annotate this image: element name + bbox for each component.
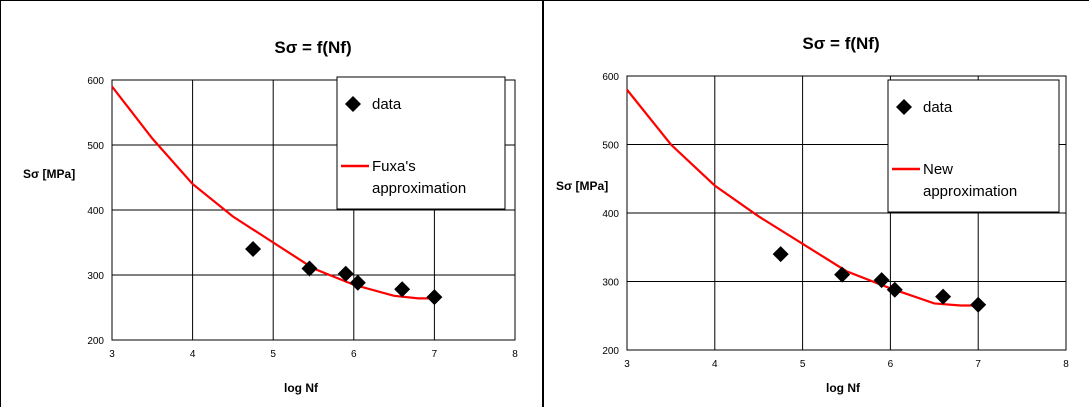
legend-box [887,79,1060,213]
y-tick-label: 200 [602,346,619,357]
chart-panel-new: Sσ = f(Nf) 3 4 5 6 7 8 200 300 400 500 600 Sσ [MPa] l… [542,0,1089,407]
y-axis-label: Sσ [MPa] [23,167,75,181]
data-point [426,289,443,306]
x-tick-label: 4 [712,359,718,370]
x-tick-label: 6 [888,359,894,370]
legend-label-line-1: New [923,161,953,178]
x-tick-label: 4 [190,349,196,360]
legend-label-line-1: Fuxa's [372,158,416,175]
data-point [394,281,411,298]
legend-label-data: data [923,99,953,116]
data-point [349,274,366,291]
y-tick-label: 500 [87,141,104,152]
data-point [834,266,851,283]
legend-marker-data [345,96,361,112]
x-axis-label: log Nf [826,381,861,395]
chart-new: Sσ = f(Nf) 3 4 5 6 7 8 200 300 400 500 600 Sσ [MPa] l… [556,34,1069,395]
x-tick-label: 8 [1063,359,1069,370]
x-tick-label: 3 [624,359,630,370]
legend: data Fuxa's approximation [336,76,506,210]
y-tick-label: 400 [87,206,104,217]
y-tick-label: 600 [87,76,104,87]
y-tick-label: 200 [87,336,104,347]
x-tick-label: 5 [800,359,806,370]
data-series [245,241,443,306]
y-tick-label: 300 [87,271,104,282]
legend-marker-data [896,99,912,115]
chart-panel-fuxa: Sσ = f(Nf) 3 4 5 6 7 8 200 300 400 500 600 Sσ [MPa] l… [0,0,542,407]
x-tick-label: 8 [512,349,518,360]
x-tick-label: 3 [109,349,115,360]
chart-fuxa: Sσ = f(Nf) 3 4 5 6 7 8 200 300 400 500 600 Sσ [MPa] l… [23,38,518,395]
data-point [245,241,262,257]
legend-label-line-2: approximation [372,180,466,197]
x-tick-label: 7 [432,349,438,360]
x-tick-label: 7 [975,359,981,370]
y-tick-label: 500 [602,141,619,152]
x-tick-label: 6 [351,349,357,360]
data-point [886,281,903,298]
approximation-line [111,85,435,300]
data-point [935,288,952,305]
data-point [970,296,987,313]
legend-label-line-2: approximation [923,183,1017,200]
data-point [873,272,890,289]
data-point [772,246,789,263]
legend-label-data: data [372,96,402,113]
legend: data New approximation [887,79,1060,213]
x-tick-label: 5 [270,349,276,360]
data-series [772,246,987,313]
legend-box [336,76,506,210]
x-axis-label: log Nf [284,381,319,395]
grid [111,79,516,341]
data-point [337,265,354,282]
chart-title: Sσ = f(Nf) [802,34,879,53]
y-tick-label: 300 [602,278,619,289]
data-point [301,260,318,277]
chart-title: Sσ = f(Nf) [274,38,351,57]
y-axis-label: Sσ [MPa] [556,179,608,193]
approximation-line [626,89,979,307]
y-tick-label: 400 [602,209,619,220]
y-tick-label: 600 [602,72,619,83]
